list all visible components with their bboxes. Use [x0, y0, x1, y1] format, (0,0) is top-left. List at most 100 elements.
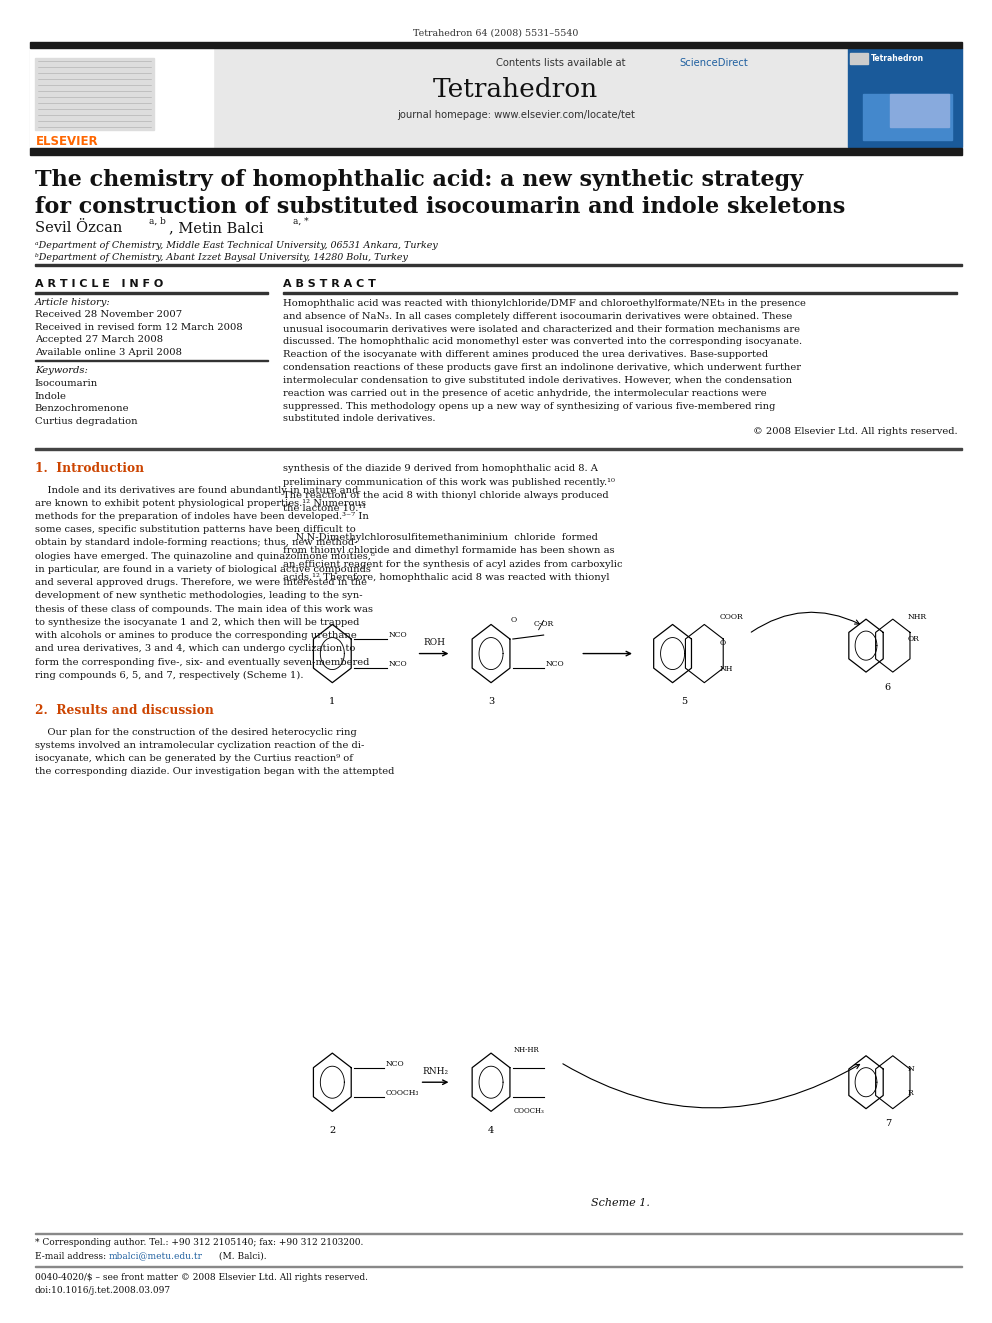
Text: Available online 3 April 2008: Available online 3 April 2008 [35, 348, 182, 357]
Text: NH: NH [719, 665, 732, 673]
Bar [30, 49, 962, 147]
Text: 1: 1 [329, 697, 335, 706]
Text: 2.  Results and discussion: 2. Results and discussion [35, 704, 213, 717]
Text: development of new synthetic methodologies, leading to the syn-: development of new synthetic methodologi… [35, 591, 362, 601]
Text: NCO: NCO [546, 660, 564, 668]
Text: N: N [908, 1065, 915, 1073]
Text: Curtius degradation: Curtius degradation [35, 417, 137, 426]
Text: ologies have emerged. The quinazoline and quinazolinone moities,⁸: ologies have emerged. The quinazoline an… [35, 552, 374, 561]
Text: Accepted 27 March 2008: Accepted 27 March 2008 [35, 335, 163, 344]
Text: Benzochromenone: Benzochromenone [35, 405, 129, 413]
Text: Indole: Indole [35, 392, 66, 401]
Text: the corresponding diazide. Our investigation began with the attempted: the corresponding diazide. Our investiga… [35, 767, 394, 777]
Text: Tetrahedron: Tetrahedron [434, 77, 598, 102]
Text: NCO: NCO [389, 631, 408, 639]
Text: journal homepage: www.elsevier.com/locate/tet: journal homepage: www.elsevier.com/locat… [397, 110, 635, 120]
Text: ᵃDepartment of Chemistry, Middle East Technical University, 06531 Ankara, Turkey: ᵃDepartment of Chemistry, Middle East Te… [35, 241, 437, 250]
Bar [35, 265, 962, 266]
Text: Isocoumarin: Isocoumarin [35, 378, 98, 388]
Text: OR: OR [908, 635, 920, 643]
Text: 7: 7 [885, 1119, 891, 1129]
Text: preliminary communication of this work was published recently.¹⁰: preliminary communication of this work w… [283, 478, 615, 487]
Text: O: O [511, 617, 517, 624]
Text: synthesis of the diazide 9 derived from homophthalic acid 8. A: synthesis of the diazide 9 derived from … [283, 464, 597, 474]
Text: 3: 3 [488, 697, 494, 706]
Text: 5: 5 [682, 697, 687, 706]
Text: ring compounds 6, 5, and 7, respectively (Scheme 1).: ring compounds 6, 5, and 7, respectively… [35, 671, 304, 680]
Text: isocyanate, which can be generated by the Curtius reaction⁹ of: isocyanate, which can be generated by th… [35, 754, 353, 763]
Text: Tetrahedron: Tetrahedron [871, 54, 925, 64]
Bar [30, 148, 962, 155]
Text: 0040-4020/$ – see front matter © 2008 Elsevier Ltd. All rights reserved.: 0040-4020/$ – see front matter © 2008 El… [35, 1273, 368, 1282]
Text: from thionyl chloride and dimethyl formamide has been shown as: from thionyl chloride and dimethyl forma… [283, 546, 614, 556]
Text: in particular, are found in a variety of biological active compounds: in particular, are found in a variety of… [35, 565, 371, 574]
Text: acids.¹² Therefore, homophthalic acid 8 was reacted with thionyl: acids.¹² Therefore, homophthalic acid 8 … [283, 573, 609, 582]
Text: ROH: ROH [423, 639, 445, 647]
Text: the lactone 10.¹¹: the lactone 10.¹¹ [283, 504, 366, 513]
Text: doi:10.1016/j.tet.2008.03.097: doi:10.1016/j.tet.2008.03.097 [35, 1286, 171, 1295]
Bar [35, 292, 268, 294]
Text: obtain by standard indole-forming reactions; thus, new method-: obtain by standard indole-forming reacti… [35, 538, 357, 548]
Bar [30, 49, 213, 147]
Text: © 2008 Elsevier Ltd. All rights reserved.: © 2008 Elsevier Ltd. All rights reserved… [753, 427, 957, 437]
Text: * Corresponding author. Tel.: +90 312 2105140; fax: +90 312 2103200.: * Corresponding author. Tel.: +90 312 21… [35, 1238, 363, 1248]
Text: a, b: a, b [149, 217, 166, 226]
Bar [850, 53, 868, 64]
Bar [30, 42, 962, 48]
Text: The reaction of the acid 8 with thionyl chloride always produced: The reaction of the acid 8 with thionyl … [283, 491, 608, 500]
Text: condensation reactions of these products gave first an indolinone derivative, wh: condensation reactions of these products… [283, 363, 801, 372]
Text: , Metin Balci: , Metin Balci [169, 221, 263, 235]
Bar [283, 292, 957, 294]
Text: (M. Balci).: (M. Balci). [216, 1252, 267, 1261]
Text: Keywords:: Keywords: [35, 366, 87, 376]
Text: A B S T R A C T: A B S T R A C T [283, 279, 376, 290]
Text: 4: 4 [488, 1126, 494, 1135]
Text: Our plan for the construction of the desired heterocyclic ring: Our plan for the construction of the des… [35, 728, 356, 737]
Text: Received 28 November 2007: Received 28 November 2007 [35, 311, 182, 319]
Text: some cases, specific substitution patterns have been difficult to: some cases, specific substitution patter… [35, 525, 355, 534]
Bar [890, 94, 949, 127]
Text: Contents lists available at: Contents lists available at [496, 58, 629, 69]
Text: Tetrahedron 64 (2008) 5531–5540: Tetrahedron 64 (2008) 5531–5540 [414, 29, 578, 37]
Text: COOCH₃: COOCH₃ [386, 1089, 420, 1097]
Bar [35, 1233, 962, 1234]
Text: COOCH₃: COOCH₃ [514, 1107, 545, 1115]
Text: 2: 2 [329, 1126, 335, 1135]
Text: intermolecular condensation to give substituted indole derivatives. However, whe: intermolecular condensation to give subs… [283, 376, 792, 385]
Text: NHR: NHR [908, 613, 927, 620]
Text: A R T I C L E   I N F O: A R T I C L E I N F O [35, 279, 163, 290]
Text: RNH₂: RNH₂ [423, 1068, 448, 1076]
Text: form the corresponding five-, six- and eventually seven-membered: form the corresponding five-, six- and e… [35, 658, 369, 667]
Text: The chemistry of homophthalic acid: a new synthetic strategy: The chemistry of homophthalic acid: a ne… [35, 169, 803, 192]
Text: C-OR: C-OR [534, 620, 554, 628]
Text: with alcohols or amines to produce the corresponding urethane: with alcohols or amines to produce the c… [35, 631, 356, 640]
Text: thesis of these class of compounds. The main idea of this work was: thesis of these class of compounds. The … [35, 605, 373, 614]
Text: and several approved drugs. Therefore, we were interested in the: and several approved drugs. Therefore, w… [35, 578, 367, 587]
Text: for construction of substituted isocoumarin and indole skeletons: for construction of substituted isocouma… [35, 196, 845, 218]
Bar [35, 58, 154, 130]
Text: NCO: NCO [386, 1060, 405, 1068]
Bar [848, 49, 962, 147]
Text: E-mail address:: E-mail address: [35, 1252, 109, 1261]
Text: O: O [719, 639, 725, 647]
Text: to synthesize the isocyanate 1 and 2, which then will be trapped: to synthesize the isocyanate 1 and 2, wh… [35, 618, 359, 627]
Text: Scheme 1.: Scheme 1. [590, 1197, 650, 1208]
Text: R: R [908, 1089, 914, 1097]
Text: Reaction of the isocyanate with different amines produced the urea derivatives. : Reaction of the isocyanate with differen… [283, 351, 768, 360]
Text: NH-HR: NH-HR [514, 1046, 540, 1054]
Text: Homophthalic acid was reacted with thionylchloride/DMF and chloroethylformate/NE: Homophthalic acid was reacted with thion… [283, 299, 806, 308]
Text: N,N-Dimethylchlorosulfitemethaniminium  chloride  formed: N,N-Dimethylchlorosulfitemethaniminium c… [283, 533, 597, 542]
Text: Received in revised form 12 March 2008: Received in revised form 12 March 2008 [35, 323, 242, 332]
Text: and absence of NaN₃. In all cases completely different isocoumarin derivatives w: and absence of NaN₃. In all cases comple… [283, 312, 792, 321]
Text: Sevil Özcan: Sevil Özcan [35, 221, 122, 235]
Text: suppressed. This methodology opens up a new way of synthesizing of various five-: suppressed. This methodology opens up a … [283, 402, 775, 410]
Text: Article history:: Article history: [35, 299, 110, 307]
Text: substituted indole derivatives.: substituted indole derivatives. [283, 414, 435, 423]
Text: ELSEVIER: ELSEVIER [36, 135, 98, 148]
Text: unusual isocoumarin derivatives were isolated and characterized and their format: unusual isocoumarin derivatives were iso… [283, 324, 800, 333]
Text: systems involved an intramolecular cyclization reaction of the di-: systems involved an intramolecular cycli… [35, 741, 364, 750]
Bar [35, 447, 962, 450]
Text: ᵇDepartment of Chemistry, Abant Izzet Baysal University, 14280 Bolu, Turkey: ᵇDepartment of Chemistry, Abant Izzet Ba… [35, 253, 408, 262]
Text: ScienceDirect: ScienceDirect [680, 58, 748, 69]
Text: Indole and its derivatives are found abundantly in nature and: Indole and its derivatives are found abu… [35, 486, 358, 495]
